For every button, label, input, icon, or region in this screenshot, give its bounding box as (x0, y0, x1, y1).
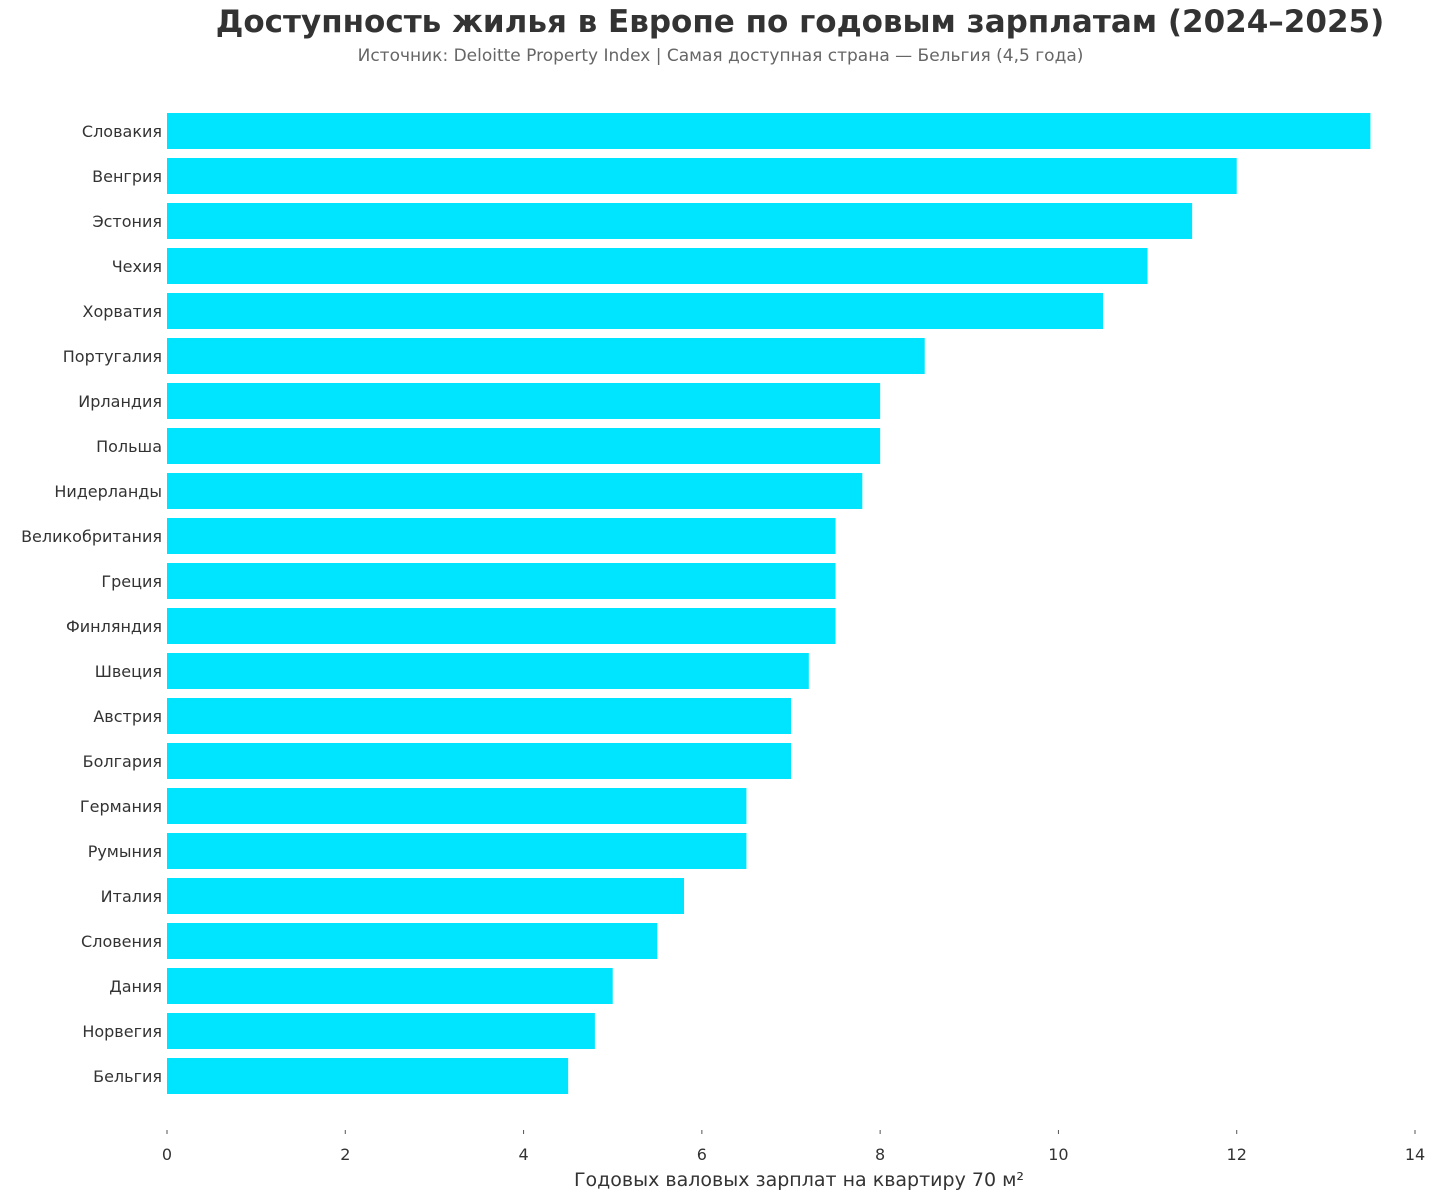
x-tick-label: 8 (875, 1145, 885, 1164)
bar-1 (167, 113, 1371, 149)
bar-4 (167, 248, 1148, 284)
bar-13 (167, 653, 809, 689)
bar-8 (167, 428, 881, 464)
x-axis-ticks: 0 2 4 6 8 10 12 14 (162, 1130, 1425, 1164)
bar-19 (167, 923, 658, 959)
category-label: Хорватия (83, 302, 162, 321)
category-label: Финляндия (66, 617, 162, 636)
category-label: Норвегия (82, 1022, 162, 1041)
x-tick-label: 12 (1227, 1145, 1247, 1164)
bar-9 (167, 473, 863, 509)
x-tick-label: 14 (1405, 1145, 1425, 1164)
chart-title: Доступность жилья в Европе по годовым за… (215, 4, 1385, 40)
bar-16 (167, 788, 747, 824)
category-label: Ирландия (78, 392, 162, 411)
category-label: Эстония (92, 212, 162, 231)
x-tick-label: 10 (1048, 1145, 1068, 1164)
x-tick-label: 2 (340, 1145, 350, 1164)
x-tick-label: 4 (518, 1145, 528, 1164)
bar-7 (167, 383, 881, 419)
category-label: Португалия (63, 347, 162, 366)
bar-6 (167, 338, 925, 374)
category-label: Греция (101, 572, 162, 591)
x-tick-label: 6 (697, 1145, 707, 1164)
category-label: Италия (101, 887, 162, 906)
category-label: Австрия (93, 707, 162, 726)
bar-11 (167, 563, 836, 599)
bar-3 (167, 203, 1193, 239)
category-label: Чехия (112, 257, 162, 276)
category-label: Словения (81, 932, 162, 951)
category-labels: Словакия Венгрия Эстония Чехия Хорватия Порту… (21, 122, 162, 1086)
bar-17 (167, 833, 747, 869)
category-label: Словакия (82, 122, 162, 141)
bars-group (167, 113, 1371, 1094)
category-label: Польша (96, 437, 162, 456)
bar-21 (167, 1013, 595, 1049)
bar-18 (167, 878, 685, 914)
x-tick-label: 0 (162, 1145, 172, 1164)
category-label: Бельгия (93, 1067, 162, 1086)
category-label: Германия (80, 797, 162, 816)
bar-22 (167, 1058, 569, 1094)
x-axis-label: Годовых валовых зарплат на квартиру 70 м… (574, 1169, 1024, 1191)
bar-20 (167, 968, 613, 1004)
category-label: Болгария (83, 752, 162, 771)
chart-subtitle: Источник: Deloitte Property Index | Сама… (357, 46, 1084, 66)
category-label: Румыния (88, 842, 162, 861)
bar-14 (167, 698, 791, 734)
bar-15 (167, 743, 791, 779)
category-label: Швеция (95, 662, 162, 681)
category-label: Великобритания (21, 527, 162, 546)
bar-5 (167, 293, 1103, 329)
category-label: Венгрия (92, 167, 162, 186)
bar-12 (167, 608, 836, 644)
bar-2 (167, 158, 1237, 194)
bar-10 (167, 518, 836, 554)
category-label: Дания (109, 977, 162, 996)
category-label: Нидерланды (54, 482, 162, 501)
